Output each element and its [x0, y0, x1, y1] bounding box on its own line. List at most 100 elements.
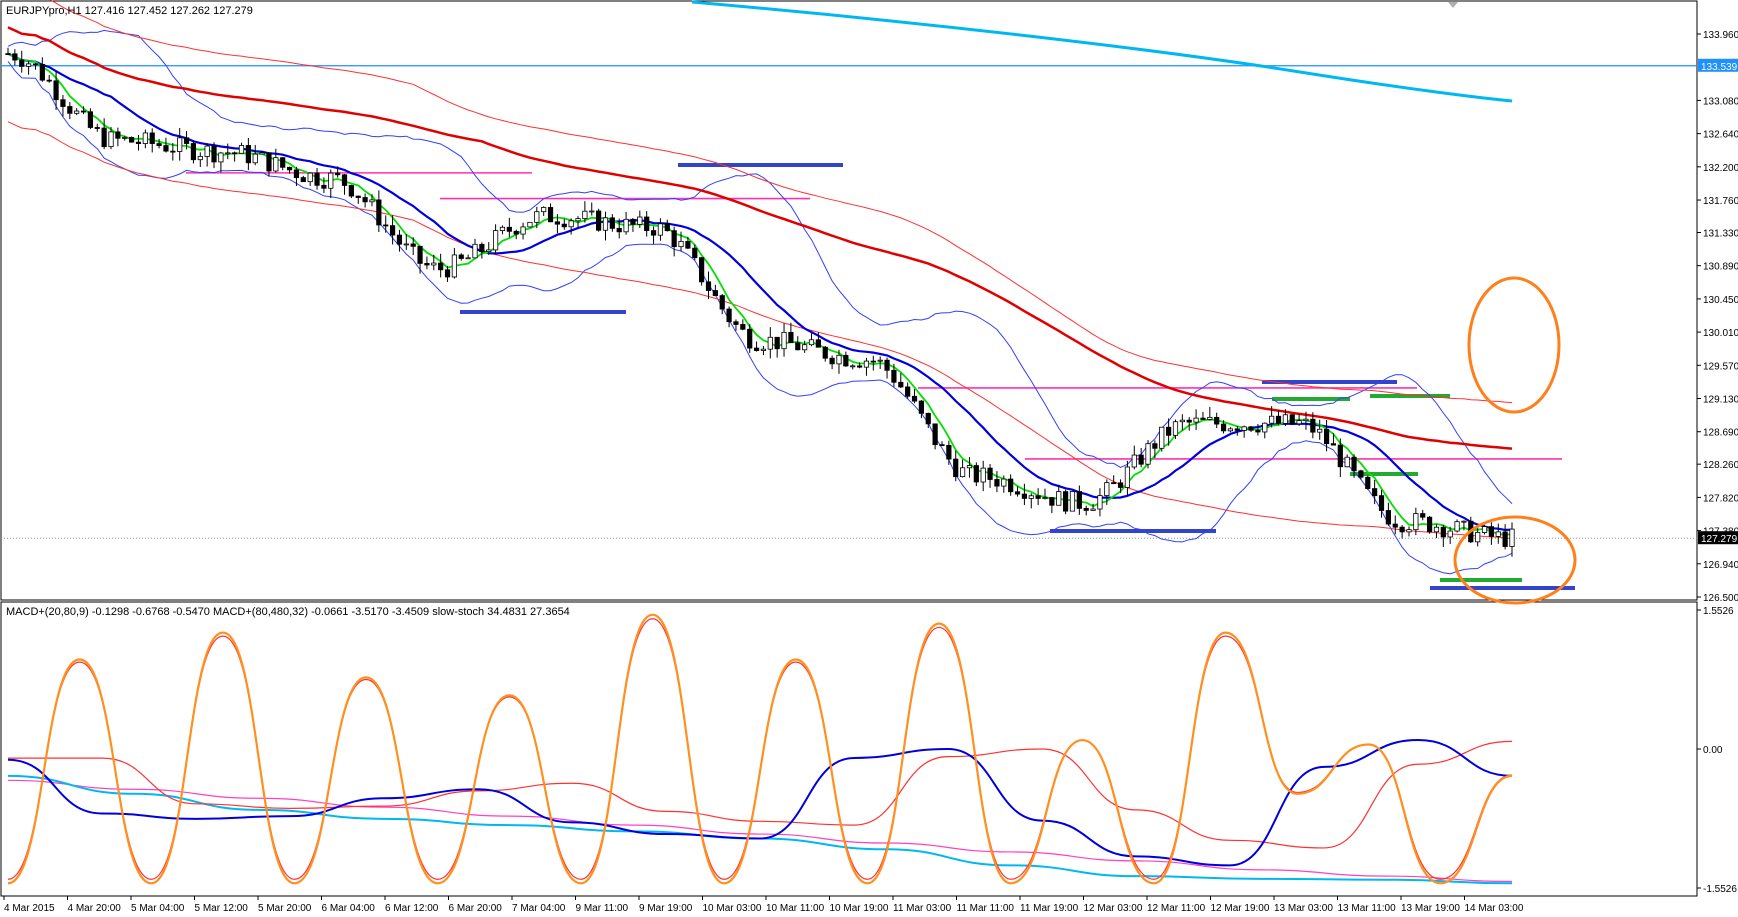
- candle-bull: [1262, 422, 1268, 433]
- candle-bear: [163, 145, 169, 152]
- price-tick-label: 127.820: [1703, 493, 1738, 504]
- price-tick-label: 130.450: [1703, 295, 1738, 306]
- candle-bear: [547, 207, 554, 223]
- candle-bull: [403, 243, 409, 246]
- candle-bear: [596, 210, 602, 231]
- ma-slow-line: [7, 26, 1513, 450]
- candle-bear: [1117, 482, 1124, 488]
- candle-bear: [1385, 510, 1391, 525]
- price-tick-label: 126.940: [1703, 560, 1738, 571]
- indicator-tick-label: -1.5526: [1703, 884, 1737, 895]
- candle-bear: [5, 53, 11, 56]
- candle-bear: [183, 137, 190, 144]
- candle-bull: [589, 210, 595, 213]
- candle-bear: [1049, 497, 1055, 506]
- candle-bull: [980, 467, 986, 483]
- candle-bull: [1413, 513, 1419, 531]
- candle-bull: [1303, 418, 1309, 422]
- ma-mid-line: [7, 52, 1513, 532]
- candle-bear: [1083, 507, 1089, 511]
- time-tick-label: 11 Mar 11:00: [957, 903, 1015, 914]
- time-tick-label: 12 Mar 11:00: [1147, 903, 1206, 914]
- candle-bear: [554, 221, 561, 225]
- scroll-marker-icon[interactable]: [1448, 2, 1458, 8]
- candle-bull: [1296, 420, 1302, 425]
- macd-long-signal-line: [7, 779, 1513, 883]
- candle-bull: [1481, 526, 1488, 533]
- price-badge-label: 127.279: [1701, 534, 1738, 545]
- candle-bull: [1207, 416, 1213, 420]
- bollinger-upper: [7, 29, 1513, 504]
- candle-bull: [1172, 421, 1179, 436]
- candle-bull: [472, 243, 478, 259]
- candle-bull: [520, 226, 526, 235]
- candle-bear: [692, 247, 698, 259]
- time-tick-label: 13 Mar 11:00: [1338, 903, 1397, 914]
- candle-bull: [1145, 443, 1151, 465]
- candle-bear: [719, 295, 725, 310]
- candle-bear: [410, 243, 416, 247]
- candle-bull: [534, 211, 540, 223]
- candle-bear: [266, 152, 272, 172]
- candle-bull: [1227, 428, 1234, 432]
- candle-bear: [438, 262, 444, 271]
- candle-bear: [740, 324, 746, 330]
- time-tick-label: 14 Mar 03:00: [1465, 903, 1524, 914]
- candle-bull: [273, 157, 279, 172]
- price-tick-label: 131.330: [1703, 228, 1738, 239]
- candle-bull: [1001, 478, 1007, 487]
- candle-bear: [664, 223, 670, 232]
- candle-bear: [1399, 526, 1405, 533]
- time-tick-label: 5 Mar 12:00: [195, 903, 249, 914]
- candle-bull: [499, 226, 506, 232]
- candle-bull: [1179, 419, 1185, 423]
- candle-bear: [994, 479, 1000, 487]
- candle-bear: [396, 234, 403, 245]
- symbol-info: EURJPYpro,H1 127.416 127.452 127.262 127…: [6, 5, 253, 17]
- candle-bull: [328, 172, 334, 189]
- candle-bull: [431, 262, 437, 266]
- candle-bear: [314, 172, 320, 186]
- candle-bear: [987, 467, 993, 480]
- candle-bull: [465, 257, 471, 260]
- sub-panel-frame: [0, 601, 1698, 897]
- candle-bear: [383, 224, 389, 227]
- candle-bull: [966, 465, 973, 469]
- candle-bear: [1234, 428, 1240, 431]
- candle-bull: [1193, 417, 1199, 423]
- candle-bull: [177, 137, 183, 152]
- time-tick-label: 9 Mar 11:00: [576, 903, 629, 914]
- candle-bear: [644, 216, 650, 231]
- candle-bear: [898, 381, 904, 388]
- time-tick-label: 6 Mar 20:00: [449, 903, 503, 914]
- indicator-axis: 1.5526 0.00 -1.5526: [1697, 606, 1737, 895]
- candle-bear: [32, 63, 39, 66]
- candle-bull: [122, 137, 128, 139]
- candle-bear: [918, 400, 924, 414]
- time-tick-label: 10 Mar 11:00: [766, 903, 825, 914]
- candle-bear: [843, 354, 849, 367]
- candle-bear: [280, 157, 286, 168]
- candle-bear: [1138, 454, 1144, 465]
- candle-bear: [101, 127, 107, 148]
- candle-bear: [747, 328, 753, 349]
- time-tick-label: 13 Mar 19:00: [1401, 903, 1460, 914]
- price-badge: [1698, 531, 1738, 545]
- candle-bear: [300, 177, 306, 183]
- price-tick-label: 130.010: [1703, 328, 1738, 339]
- candle-bear: [1166, 426, 1172, 436]
- candle-bear: [1248, 426, 1254, 431]
- candle-bull: [204, 145, 210, 157]
- candle-bear: [905, 386, 911, 397]
- candle-bull: [863, 360, 870, 368]
- indicator-tick-label: 1.5526: [1703, 606, 1734, 617]
- candle-bear: [129, 137, 135, 143]
- candle-bear: [1372, 488, 1378, 497]
- candle-bull: [1028, 495, 1034, 499]
- candle-bear: [211, 145, 217, 163]
- candle-bull: [225, 152, 231, 155]
- price-tick-label: 128.690: [1703, 428, 1738, 439]
- candle-bull: [1475, 532, 1481, 543]
- highlight-circle-top: [1467, 276, 1561, 414]
